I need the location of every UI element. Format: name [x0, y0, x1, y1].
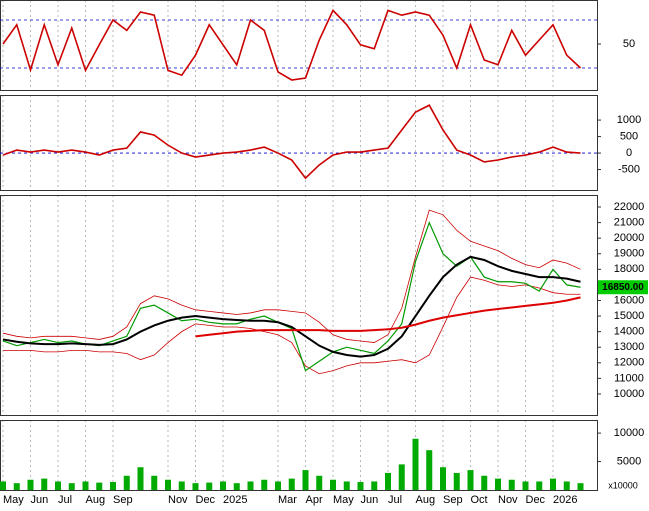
y-tick-label: 18000 [614, 263, 645, 275]
volume-bar [495, 478, 501, 490]
series-line [2, 209, 581, 343]
x-tick-label: Sep [113, 494, 133, 506]
volume-bar [288, 478, 295, 490]
y-tick-label: 10000 [614, 388, 645, 400]
volume-bar [302, 470, 309, 490]
y-tick-label: 0 [626, 147, 632, 159]
y-tick-label: 50 [623, 38, 635, 50]
volume-bar [96, 482, 103, 490]
volume-bar [481, 475, 488, 490]
volume-bar [508, 479, 515, 490]
volume-bar [536, 481, 543, 490]
unit-label: x10000 [608, 480, 638, 490]
volume-bar [371, 481, 378, 490]
y-tick-label: 13000 [614, 341, 645, 353]
panel-frame [0, 420, 598, 491]
y-tick-label: 16000 [614, 294, 645, 306]
volume-bar [55, 481, 61, 490]
volume-bar [68, 483, 75, 490]
x-tick-label: Dec [196, 494, 216, 506]
panel-frame [0, 0, 598, 91]
volume-bar [178, 481, 185, 490]
volume-bar [577, 483, 584, 490]
y-tick-label: 5000 [617, 455, 641, 467]
x-tick-label: Apr [306, 494, 323, 506]
volume-bar [0, 481, 6, 490]
volume-bar [13, 483, 20, 490]
volume-bar [330, 479, 336, 490]
x-tick-label: 2026 [553, 494, 577, 506]
volume-bar [247, 481, 254, 490]
x-tick-label: Mar [278, 494, 297, 506]
volume-bar [165, 479, 171, 490]
y-tick-label: 12000 [614, 357, 645, 369]
volume-bar [192, 483, 199, 490]
volume-bar [343, 481, 350, 490]
y-tick-label: 19000 [614, 248, 645, 260]
series-line [3, 276, 581, 375]
volume-bar [398, 464, 405, 490]
x-tick-label: Dec [526, 494, 546, 506]
volume-bar [522, 481, 529, 490]
x-tick-label: Nov [168, 494, 188, 506]
x-tick-label: Jul [388, 494, 402, 506]
volume-bar [82, 481, 89, 490]
last-price-label: 16850.00 [602, 282, 644, 293]
x-tick-label: Sep [443, 494, 463, 506]
x-tick-label: May [333, 494, 354, 506]
last-price-box [598, 280, 648, 295]
x-tick-label: Jun [31, 494, 49, 506]
panel-frame [0, 195, 598, 416]
volume-bar [151, 475, 158, 490]
y-tick-label: 20000 [614, 232, 645, 244]
y-tick-label: 1000 [617, 114, 641, 126]
volume-bar [137, 467, 144, 490]
y-tick-label: 10000 [614, 427, 645, 439]
volume-bar [233, 483, 240, 490]
series-line [2, 8, 582, 81]
series-line [2, 255, 581, 358]
x-tick-label: Aug [86, 494, 106, 506]
volume-bar [453, 472, 460, 490]
volume-bar [110, 482, 116, 490]
y-tick-label: 14000 [614, 326, 645, 338]
series-line [2, 220, 581, 372]
volume-bar [357, 482, 364, 490]
volume-bar [412, 438, 419, 490]
volume-bar [467, 470, 474, 490]
volume-bar [316, 475, 323, 490]
volume-bar [27, 479, 34, 490]
x-tick-label: Oct [471, 494, 488, 506]
x-tick-label: Jul [58, 494, 72, 506]
y-tick-label: -500 [618, 163, 640, 175]
volume-bar [206, 482, 213, 490]
series-line [195, 296, 581, 338]
y-tick-label: 500 [620, 130, 638, 142]
x-tick-label: Jun [361, 494, 379, 506]
y-tick-label: 11000 [614, 372, 644, 384]
y-tick-label: 22000 [614, 201, 645, 213]
volume-bar [220, 481, 226, 490]
x-tick-label: 2025 [223, 494, 247, 506]
volume-bar [275, 481, 281, 490]
volume-bar [261, 479, 268, 490]
y-tick-label: 21000 [614, 216, 645, 228]
volume-bar [563, 481, 570, 490]
volume-bar [550, 478, 556, 490]
y-tick-label: 15000 [614, 310, 645, 322]
series-line [2, 104, 581, 180]
x-tick-label: May [3, 494, 24, 506]
volume-bar [41, 478, 48, 490]
volume-bar [426, 450, 433, 490]
volume-bar [440, 467, 446, 490]
x-tick-label: Aug [416, 494, 436, 506]
x-tick-label: Nov [498, 494, 518, 506]
volume-bar [385, 472, 391, 490]
panel-frame [0, 95, 598, 191]
volume-bar [123, 475, 130, 490]
